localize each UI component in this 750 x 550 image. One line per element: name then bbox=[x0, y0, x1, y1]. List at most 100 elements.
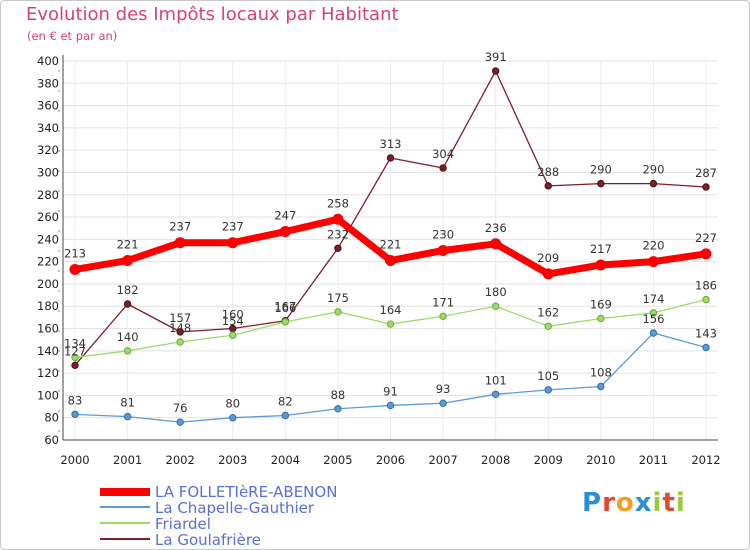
data-point bbox=[123, 412, 132, 421]
data-label: 80 bbox=[225, 397, 240, 411]
data-point bbox=[437, 245, 449, 256]
data-label: 182 bbox=[117, 283, 139, 297]
data-label: 287 bbox=[695, 166, 717, 180]
logo-letter: r bbox=[602, 488, 616, 518]
data-label: 217 bbox=[590, 242, 612, 256]
legend-label: Friardel bbox=[155, 515, 211, 533]
legend-label: La Chapelle-Gauthier bbox=[155, 499, 315, 517]
x-tick-label: 2011 bbox=[639, 453, 668, 467]
data-label: 160 bbox=[222, 308, 244, 322]
data-label: 221 bbox=[380, 238, 402, 252]
data-label: 101 bbox=[485, 373, 507, 387]
data-point bbox=[334, 308, 342, 316]
data-label: 154 bbox=[222, 314, 244, 328]
x-tick-label: 2003 bbox=[218, 453, 247, 467]
y-tick-label: 300 bbox=[37, 165, 59, 179]
data-point bbox=[385, 255, 396, 267]
data-point bbox=[176, 328, 184, 336]
data-label: 83 bbox=[68, 393, 83, 407]
y-tick-label: 280 bbox=[37, 188, 59, 202]
data-point bbox=[176, 338, 184, 346]
data-label: 140 bbox=[117, 330, 139, 344]
data-point bbox=[122, 255, 134, 267]
chart-subtitle: (en € et par an) bbox=[27, 29, 118, 43]
data-point bbox=[544, 386, 552, 394]
legend-label: La Goulafrière bbox=[155, 531, 261, 549]
logo-letter: P bbox=[582, 488, 603, 518]
x-tick-label: 2008 bbox=[481, 453, 510, 467]
data-label: 288 bbox=[537, 165, 559, 179]
data-point bbox=[597, 314, 605, 323]
y-tick-label: 80 bbox=[44, 411, 59, 425]
x-tick-label: 2000 bbox=[60, 453, 89, 467]
data-point bbox=[595, 259, 607, 271]
proxiti-logo: Proxiti bbox=[582, 488, 686, 518]
y-tick-label: 180 bbox=[37, 299, 59, 313]
data-point bbox=[439, 399, 447, 407]
data-point bbox=[649, 179, 658, 188]
data-point bbox=[597, 382, 605, 391]
data-label: 175 bbox=[327, 291, 349, 305]
data-point bbox=[227, 237, 239, 249]
data-label: 93 bbox=[436, 382, 451, 396]
data-point bbox=[123, 300, 132, 308]
data-label: 237 bbox=[169, 220, 191, 234]
data-point bbox=[71, 410, 79, 419]
data-point bbox=[491, 302, 500, 310]
data-point bbox=[544, 322, 552, 330]
legend-swatch bbox=[100, 538, 150, 540]
data-point bbox=[281, 318, 290, 326]
x-tick-label: 2004 bbox=[271, 453, 300, 467]
y-tick-label: 380 bbox=[37, 76, 59, 90]
data-point bbox=[544, 182, 552, 190]
data-label: 81 bbox=[120, 396, 135, 410]
data-label: 258 bbox=[327, 196, 349, 210]
data-point bbox=[332, 213, 344, 225]
y-tick-label: 160 bbox=[37, 322, 59, 336]
data-label: 162 bbox=[537, 305, 559, 319]
logo-letter: o bbox=[615, 488, 635, 518]
data-label: 391 bbox=[485, 50, 507, 64]
data-label: 236 bbox=[485, 221, 507, 235]
data-point bbox=[334, 405, 342, 413]
data-label: 134 bbox=[64, 337, 86, 351]
data-point bbox=[279, 226, 291, 238]
logo-letter: i bbox=[652, 488, 663, 518]
data-point bbox=[647, 256, 659, 268]
data-label: 230 bbox=[432, 228, 454, 242]
y-tick-label: 220 bbox=[37, 255, 59, 269]
data-label: 143 bbox=[695, 326, 717, 340]
x-tick-label: 2006 bbox=[376, 453, 405, 467]
data-point bbox=[490, 238, 502, 250]
x-tick-label: 2002 bbox=[166, 453, 195, 467]
legend-swatch bbox=[100, 522, 150, 524]
legend-swatch bbox=[100, 488, 150, 496]
legend-swatch bbox=[100, 506, 150, 508]
data-point bbox=[491, 67, 500, 75]
data-point bbox=[229, 414, 237, 422]
data-point bbox=[491, 390, 500, 398]
data-label: 290 bbox=[642, 163, 664, 177]
data-point bbox=[702, 295, 710, 304]
data-label: 221 bbox=[117, 238, 139, 252]
data-label: 237 bbox=[222, 220, 244, 234]
data-label: 105 bbox=[537, 369, 559, 383]
data-label: 164 bbox=[380, 303, 402, 317]
data-point bbox=[174, 237, 186, 249]
x-tick-label: 2005 bbox=[323, 453, 352, 467]
data-point bbox=[123, 347, 132, 355]
data-label: 157 bbox=[169, 311, 191, 325]
logo-letter: i bbox=[675, 488, 686, 518]
data-point bbox=[386, 154, 395, 162]
data-point bbox=[71, 361, 79, 370]
data-label: 174 bbox=[642, 292, 664, 306]
data-label: 171 bbox=[432, 295, 454, 309]
data-label: 304 bbox=[432, 147, 454, 161]
line-chart: 60 80 100 120 140 160 180 200 220 240 260 280 300 320… bbox=[37, 50, 721, 467]
data-label: 167 bbox=[274, 300, 296, 314]
data-label: 180 bbox=[485, 285, 507, 299]
data-label: 290 bbox=[590, 163, 612, 177]
y-tick-label: 240 bbox=[37, 232, 59, 246]
y-tick-label: 200 bbox=[37, 277, 59, 291]
